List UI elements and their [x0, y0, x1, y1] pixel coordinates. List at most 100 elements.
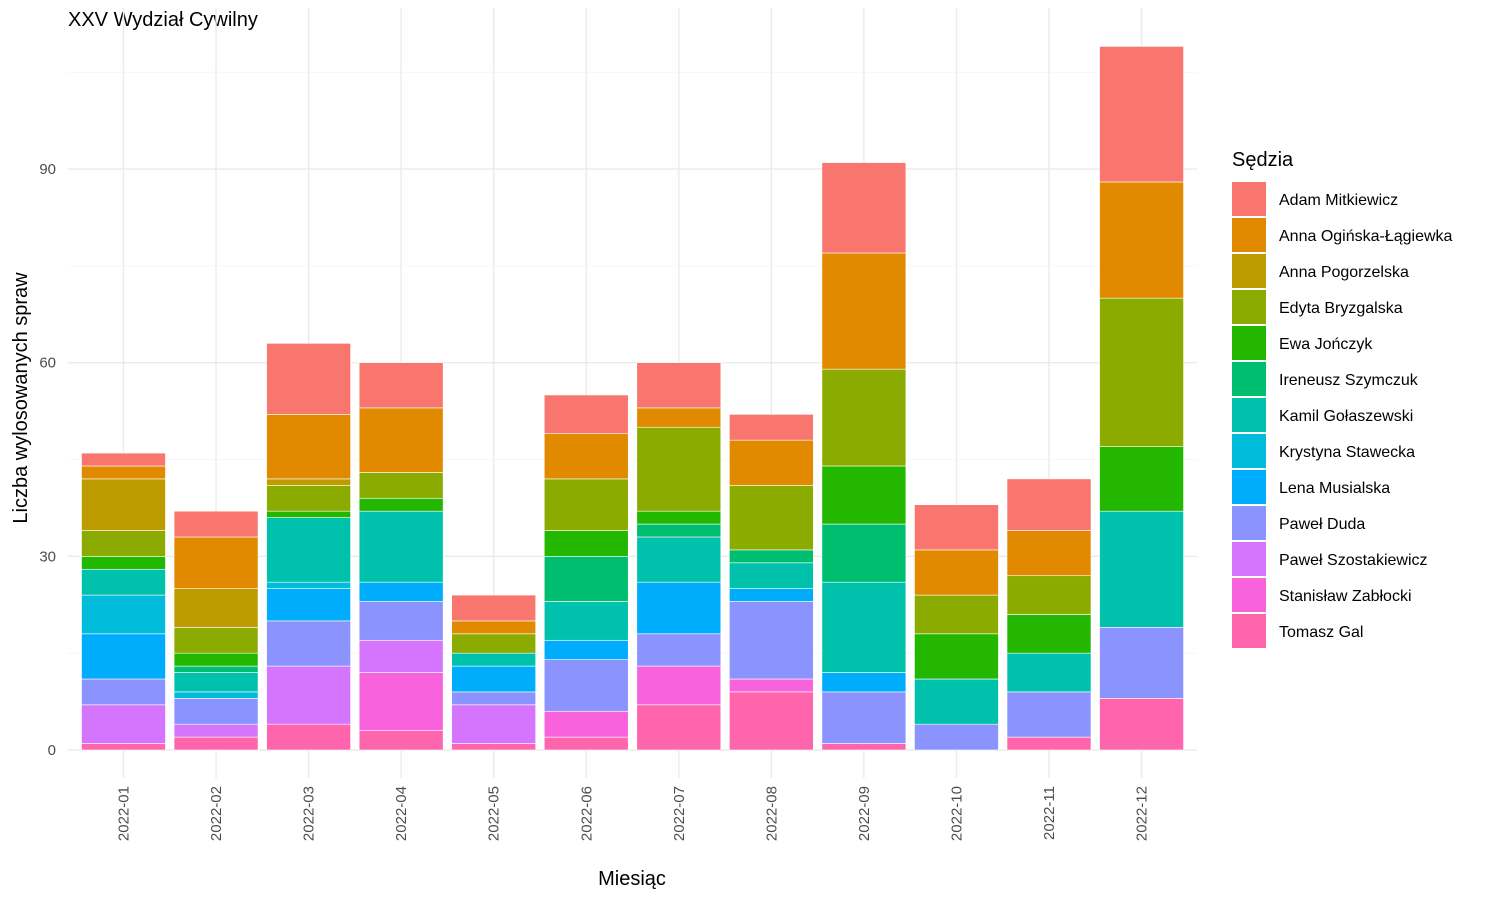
- bar-segment: [636, 665, 722, 706]
- x-tick-label: 2022-03: [301, 786, 318, 841]
- bar-segment: [821, 581, 907, 673]
- bar-segment: [1006, 736, 1092, 751]
- bar-segment: [266, 723, 351, 751]
- legend-swatch: [1232, 578, 1266, 612]
- bar-segment: [451, 665, 537, 693]
- bar-segment: [81, 594, 166, 635]
- bar-segment: [358, 510, 444, 583]
- bar-segment: [543, 433, 629, 480]
- bar-segment: [81, 568, 166, 596]
- bar-segment: [543, 659, 629, 712]
- bar-segment: [1006, 530, 1092, 577]
- legend-label: Krystyna Stawecka: [1279, 444, 1415, 461]
- legend-items: Adam Mitkiewicz Anna Ogińska-Łągiewka Anna…: [1232, 182, 1453, 648]
- legend-swatch: [1232, 470, 1266, 504]
- bar-segment: [543, 556, 629, 602]
- bar-segment: [636, 536, 722, 583]
- x-tick-label: 2022-08: [763, 786, 780, 841]
- y-tick-label: 30: [39, 548, 56, 565]
- bar-segment: [543, 710, 629, 738]
- bar-segment: [543, 530, 629, 557]
- bar-segment: [173, 691, 259, 699]
- bar-segment: [729, 588, 814, 602]
- legend-label: Adam Mitkiewicz: [1279, 192, 1398, 209]
- bar-segment: [81, 452, 166, 467]
- bar-segment: [358, 581, 444, 602]
- legend-swatch: [1232, 218, 1266, 252]
- bar-segment: [543, 736, 629, 751]
- x-tick-label: 2022-01: [116, 786, 133, 841]
- bar-segment: [173, 588, 259, 628]
- bar-segment: [636, 704, 722, 751]
- bar-segment: [1099, 297, 1184, 447]
- legend-label: Ireneusz Szymczuk: [1279, 372, 1419, 389]
- x-tick-label: 2022-07: [671, 786, 688, 841]
- x-axis-title: Miesiąc: [598, 868, 666, 890]
- bar-segment: [266, 581, 351, 589]
- bar-segment: [451, 594, 537, 622]
- bar-segment: [821, 465, 907, 525]
- bar-segment: [1099, 446, 1184, 512]
- bar-segment: [729, 562, 814, 589]
- bar-segment: [636, 362, 722, 409]
- bar-segment: [266, 343, 351, 415]
- bar-segment: [451, 633, 537, 654]
- bar-segment: [729, 678, 814, 693]
- y-tick-label: 0: [48, 742, 56, 759]
- bar-segment: [358, 672, 444, 731]
- bar-segment: [543, 394, 629, 435]
- legend-swatch: [1232, 542, 1266, 576]
- bar-segment: [1099, 510, 1184, 628]
- bar-segment: [1006, 652, 1092, 693]
- x-axis-ticks: 2022-01 2022-02 2022-03 2022-04 2022-05 2022-…: [116, 786, 1151, 841]
- bar-segment: [81, 743, 166, 751]
- bar-segment: [173, 652, 259, 667]
- bar-segment: [914, 549, 999, 596]
- legend-label: Kamil Gołaszewski: [1279, 408, 1413, 425]
- x-tick-label: 2022-04: [393, 786, 410, 841]
- bar-segment: [173, 723, 259, 738]
- bar-segment: [821, 252, 907, 370]
- bar-segment: [81, 478, 166, 531]
- legend-swatch: [1232, 398, 1266, 432]
- legend-label: Stanisław Zabłocki: [1279, 588, 1412, 605]
- bar-segment: [821, 523, 907, 583]
- bar-segment: [81, 678, 166, 706]
- bar-segment: [636, 633, 722, 667]
- bar-segment: [1099, 698, 1184, 751]
- legend-swatch: [1232, 290, 1266, 324]
- bar-segment: [729, 549, 814, 564]
- bar-segment: [1099, 46, 1184, 183]
- legend-label: Ewa Jończyk: [1279, 336, 1373, 353]
- y-tick-label: 90: [39, 161, 56, 178]
- bar-segment: [914, 723, 999, 751]
- legend-label: Anna Ogińska-Łągiewka: [1279, 228, 1453, 245]
- legend: Sędzia Adam Mitkiewicz Anna Ogińska-Łągie…: [1232, 149, 1453, 648]
- legend-label: Edyta Bryzgalska: [1279, 300, 1403, 317]
- y-axis-title: Liczba wylosowanych spraw: [10, 272, 32, 524]
- bar-segment: [729, 439, 814, 486]
- bar-segment: [914, 633, 999, 680]
- legend-swatch: [1232, 326, 1266, 360]
- legend-swatch: [1232, 434, 1266, 468]
- x-tick-label: 2022-12: [1134, 786, 1151, 841]
- bar-segment: [81, 633, 166, 680]
- legend-label: Lena Musialska: [1279, 480, 1390, 497]
- bar-segment: [266, 620, 351, 667]
- bar-segment: [821, 743, 907, 751]
- bar-segment: [1006, 478, 1092, 531]
- bar-segment: [1006, 575, 1092, 615]
- bar-segment: [358, 730, 444, 751]
- chart-title: XXV Wydział Cywilny: [68, 9, 258, 31]
- bar-segment: [173, 627, 259, 654]
- bar-segment: [1099, 181, 1184, 299]
- bar-segment: [821, 672, 907, 693]
- bar-segment: [636, 510, 722, 525]
- bar-segment: [81, 530, 166, 557]
- bar-segment: [173, 510, 259, 538]
- bar-segment: [266, 510, 351, 518]
- bar-segment: [914, 594, 999, 635]
- bar-segment: [358, 497, 444, 512]
- bar-segment: [543, 639, 629, 660]
